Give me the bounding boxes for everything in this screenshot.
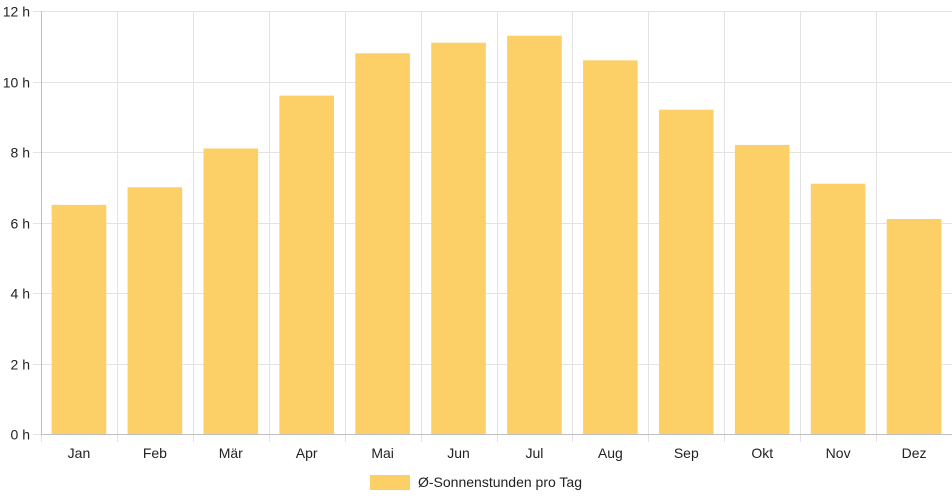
legend[interactable]: Ø-Sonnenstunden pro Tag <box>370 474 582 490</box>
bar[interactable] <box>734 144 790 434</box>
bar[interactable] <box>431 42 486 434</box>
bar[interactable] <box>127 187 183 434</box>
x-tick-label: Nov <box>826 445 851 461</box>
x-tick-label: Okt <box>751 445 773 461</box>
y-tick-label: 8 h <box>11 145 30 161</box>
x-axis-tick-labels: Jan Feb Mär Apr Mai Jun Jul Aug Sep Okt Nov Dez <box>68 445 927 461</box>
y-tick-label: 12 h <box>3 4 30 20</box>
bar[interactable] <box>355 53 410 435</box>
bar[interactable] <box>886 218 942 434</box>
grid-lines <box>33 11 952 442</box>
bar[interactable] <box>279 95 335 434</box>
x-tick-label: Jul <box>526 445 544 461</box>
legend-swatch <box>370 475 410 490</box>
bar[interactable] <box>583 60 638 434</box>
bar[interactable] <box>51 204 107 434</box>
axes <box>41 11 952 435</box>
x-tick-label: Jan <box>68 445 91 461</box>
y-tick-label: 2 h <box>11 357 30 373</box>
legend-label: Ø-Sonnenstunden pro Tag <box>418 474 582 490</box>
bar[interactable] <box>507 35 562 435</box>
y-tick-label: 4 h <box>11 286 30 302</box>
x-tick-label: Feb <box>143 445 167 461</box>
y-tick-label: 10 h <box>3 75 30 91</box>
y-tick-label: 0 h <box>11 427 30 443</box>
bar[interactable] <box>810 183 866 434</box>
y-tick-label: 6 h <box>11 216 30 232</box>
x-tick-label: Apr <box>296 445 318 461</box>
bars <box>51 35 942 435</box>
x-tick-label: Dez <box>902 445 927 461</box>
y-axis-tick-labels: 0 h 2 h 4 h 6 h 8 h 10 h 12 h <box>3 4 30 443</box>
x-tick-label: Jun <box>447 445 470 461</box>
x-tick-label: Sep <box>674 445 699 461</box>
x-tick-label: Mär <box>219 445 243 461</box>
bar[interactable] <box>203 148 259 434</box>
x-tick-label: Aug <box>598 445 623 461</box>
bar[interactable] <box>658 109 714 434</box>
x-tick-label: Mai <box>371 445 394 461</box>
